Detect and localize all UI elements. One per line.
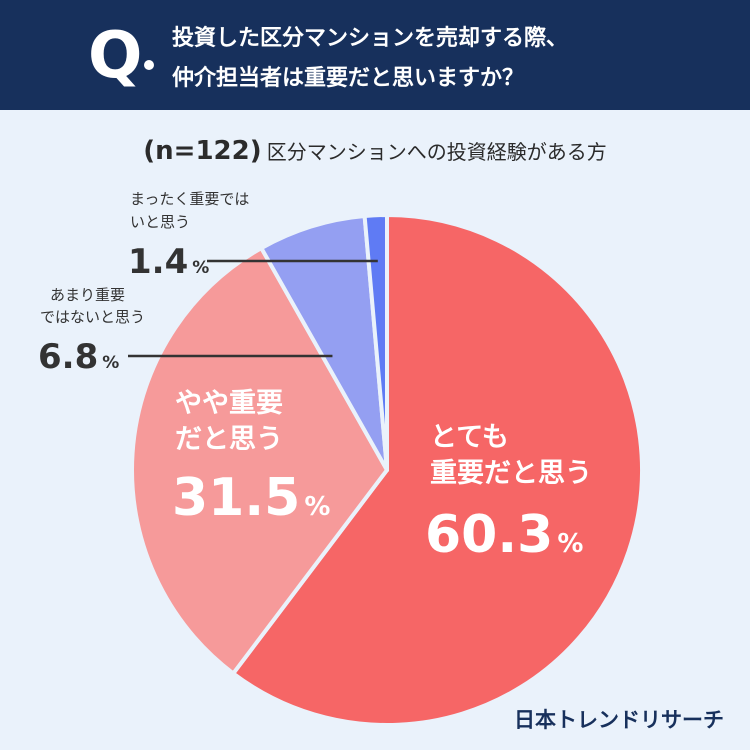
- value-not-at-all-important: 1.4%: [128, 242, 209, 282]
- q-mark: Q: [88, 19, 143, 93]
- label-very-important-line2: 重要だと思う: [430, 458, 592, 489]
- question-line-2: 仲介担当者は重要だと思いますか？: [172, 66, 525, 91]
- label-not-very-important-line1: あまり重要: [50, 286, 125, 304]
- question-header: Q 投資した区分マンションを売却する際、 仲介担当者は重要だと思いますか？: [0, 0, 750, 110]
- q-dot: [144, 60, 154, 70]
- label-not-at-all-important-line2: いと思う: [130, 213, 190, 231]
- question-line-1: 投資した区分マンションを売却する際、: [172, 26, 569, 51]
- label-very-important-line1: とても: [430, 422, 509, 453]
- slice-not-very-important: [259, 213, 389, 472]
- brand-logo: 日本トレンドリサーチ: [514, 708, 724, 732]
- value-somewhat-important: 31.5%: [172, 468, 330, 528]
- label-somewhat-important-line1: やや重要: [175, 388, 283, 419]
- value-very-important: 60.3%: [425, 505, 583, 565]
- chart-subtitle: (n=122) 区分マンションへの投資経験がある方: [0, 136, 750, 166]
- label-not-at-all-important-line1: まったく重要では: [130, 190, 249, 208]
- label-somewhat-important-line2: だと思う: [175, 424, 283, 455]
- slice-somewhat-important: [130, 246, 389, 676]
- value-not-very-important: 6.8%: [38, 337, 119, 377]
- sample-size: (n=122): [143, 136, 262, 166]
- slice-not-at-all-important: [362, 213, 389, 472]
- label-not-very-important-line2: ではないと思う: [40, 308, 145, 326]
- slice-very-important: [231, 213, 644, 727]
- subtitle-text: 区分マンションへの投資経験がある方: [266, 140, 607, 164]
